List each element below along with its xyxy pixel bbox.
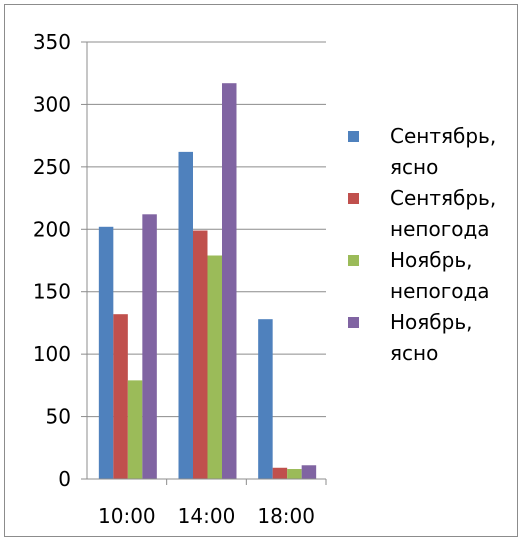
x-tick-labels: 10:00 14:00 18:00 (98, 504, 315, 528)
x-tick-label: 18:00 (257, 504, 315, 528)
bar (113, 314, 128, 479)
legend-swatch (348, 317, 359, 328)
x-tick-label: 10:00 (98, 504, 156, 528)
legend-label: ясно (390, 341, 438, 365)
y-tick-label: 0 (58, 467, 71, 491)
bar (207, 255, 222, 479)
legend-label: Сентябрь, (390, 124, 496, 148)
bar (301, 465, 317, 479)
bar (127, 380, 143, 479)
axes (81, 41, 327, 485)
y-tick-label: 100 (33, 342, 71, 366)
legend-label: ясно (390, 155, 438, 179)
bar (287, 469, 302, 479)
y-tick-label: 350 (33, 30, 71, 54)
legend-swatch (348, 193, 359, 204)
x-tick-label: 14:00 (178, 504, 236, 528)
y-tick-label: 300 (33, 92, 71, 116)
legend-swatch (348, 131, 359, 142)
bar (98, 226, 114, 479)
bar (193, 230, 208, 479)
bar (142, 214, 157, 479)
bar (178, 151, 193, 480)
bar (272, 467, 288, 479)
legend-swatch (348, 255, 359, 266)
y-tick-labels: 0 50 100 150 200 250 300 350 (33, 30, 71, 491)
y-tick-label: 50 (46, 405, 71, 429)
bar (222, 83, 237, 480)
y-tick-label: 250 (33, 155, 71, 179)
legend-label: непогода (390, 279, 490, 303)
legend: Сентябрь, ясно Сентябрь, непогода Ноябрь, неп… (348, 124, 496, 365)
legend-label: Сентябрь, (390, 186, 496, 210)
legend-label: Ноябрь, (390, 310, 472, 334)
bar (258, 319, 273, 479)
y-tick-label: 150 (33, 280, 71, 304)
legend-label: Ноябрь, (390, 248, 472, 272)
y-tick-label: 200 (33, 217, 71, 241)
legend-label: непогода (390, 217, 490, 241)
bars (98, 83, 317, 480)
